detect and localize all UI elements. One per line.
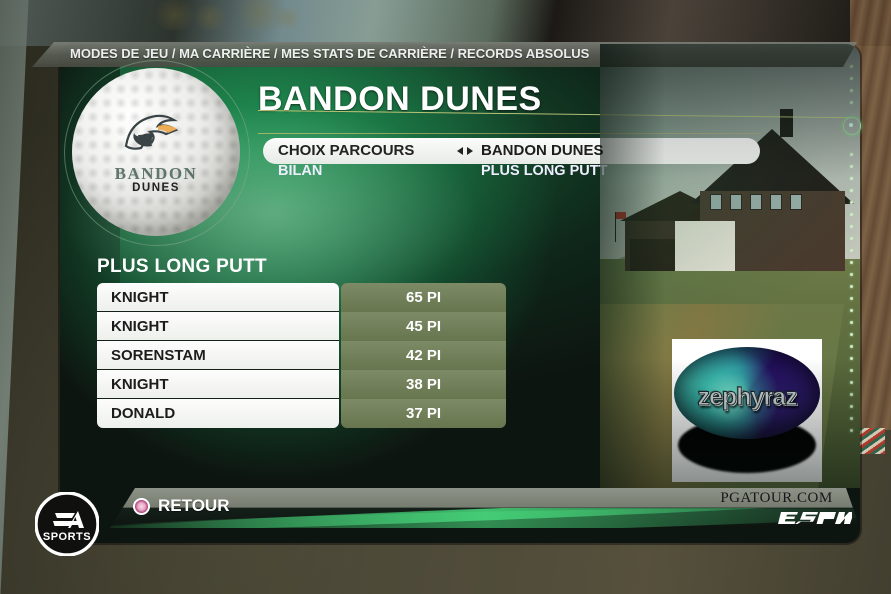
svg-text:SPORTS: SPORTS — [43, 531, 91, 543]
